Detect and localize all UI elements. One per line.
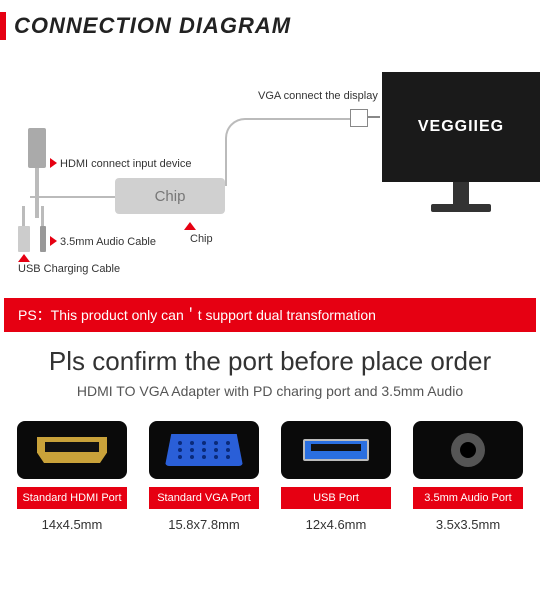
title-accent (0, 12, 6, 40)
audio-plug-icon (40, 226, 46, 252)
ps-warning-bar: PS：This product only can＇t support dual … (4, 298, 536, 332)
port-label: USB Port (281, 487, 391, 509)
connection-diagram: VEGGIIEG VGA connect the display Chip Ch… (0, 48, 540, 298)
port-label: Standard HDMI Port (17, 487, 127, 509)
vga-connect-label: VGA connect the display (258, 90, 378, 102)
monitor: VEGGIIEG (382, 72, 540, 212)
hdmi-plug-icon (28, 128, 46, 168)
usb-plug-icon (18, 226, 30, 252)
subtitle: HDMI TO VGA Adapter with PD charing port… (0, 383, 540, 399)
hdmi-label: HDMI connect input device (60, 158, 191, 170)
port-dimension: 14x4.5mm (42, 517, 103, 532)
port-dimension: 12x4.6mm (306, 517, 367, 532)
hdmi-arrow-icon (50, 158, 57, 168)
confirm-title: Pls confirm the port before place order (0, 346, 540, 377)
port-vga: Standard VGA Port 15.8x7.8mm (138, 421, 270, 532)
chip-box: Chip (115, 178, 225, 214)
vga-cable (225, 118, 350, 186)
port-label: 3.5mm Audio Port (413, 487, 523, 509)
monitor-screen: VEGGIIEG (382, 72, 540, 182)
audio-cable-label: 3.5mm Audio Cable (60, 236, 156, 248)
audio-arrow-icon (50, 236, 57, 246)
audio-port-image (413, 421, 523, 479)
chip-arrow-icon (184, 222, 196, 230)
ports-row: Standard HDMI Port 14x4.5mm Standard VGA… (0, 421, 540, 532)
chip-text: Chip (155, 188, 186, 205)
port-usb: USB Port 12x4.6mm (270, 421, 402, 532)
port-audio: 3.5mm Audio Port 3.5x3.5mm (402, 421, 534, 532)
usb-arrow-icon (18, 254, 30, 262)
page-title: CONNECTION DIAGRAM (14, 13, 291, 39)
hdmi-port-image (17, 421, 127, 479)
title-bar: CONNECTION DIAGRAM (0, 0, 540, 48)
vga-port-image (149, 421, 259, 479)
port-dimension: 3.5x3.5mm (436, 517, 500, 532)
usb-cable-label: USB Charging Cable (18, 263, 120, 275)
usb-port-image (281, 421, 391, 479)
chip-label: Chip (190, 233, 213, 245)
cable-split (30, 196, 115, 198)
port-hdmi: Standard HDMI Port 14x4.5mm (6, 421, 138, 532)
brand-logo: VEGGIIEG (418, 118, 504, 136)
vga-connector-icon (350, 108, 380, 126)
port-label: Standard VGA Port (149, 487, 259, 509)
monitor-stand (431, 182, 491, 212)
port-dimension: 15.8x7.8mm (168, 517, 240, 532)
